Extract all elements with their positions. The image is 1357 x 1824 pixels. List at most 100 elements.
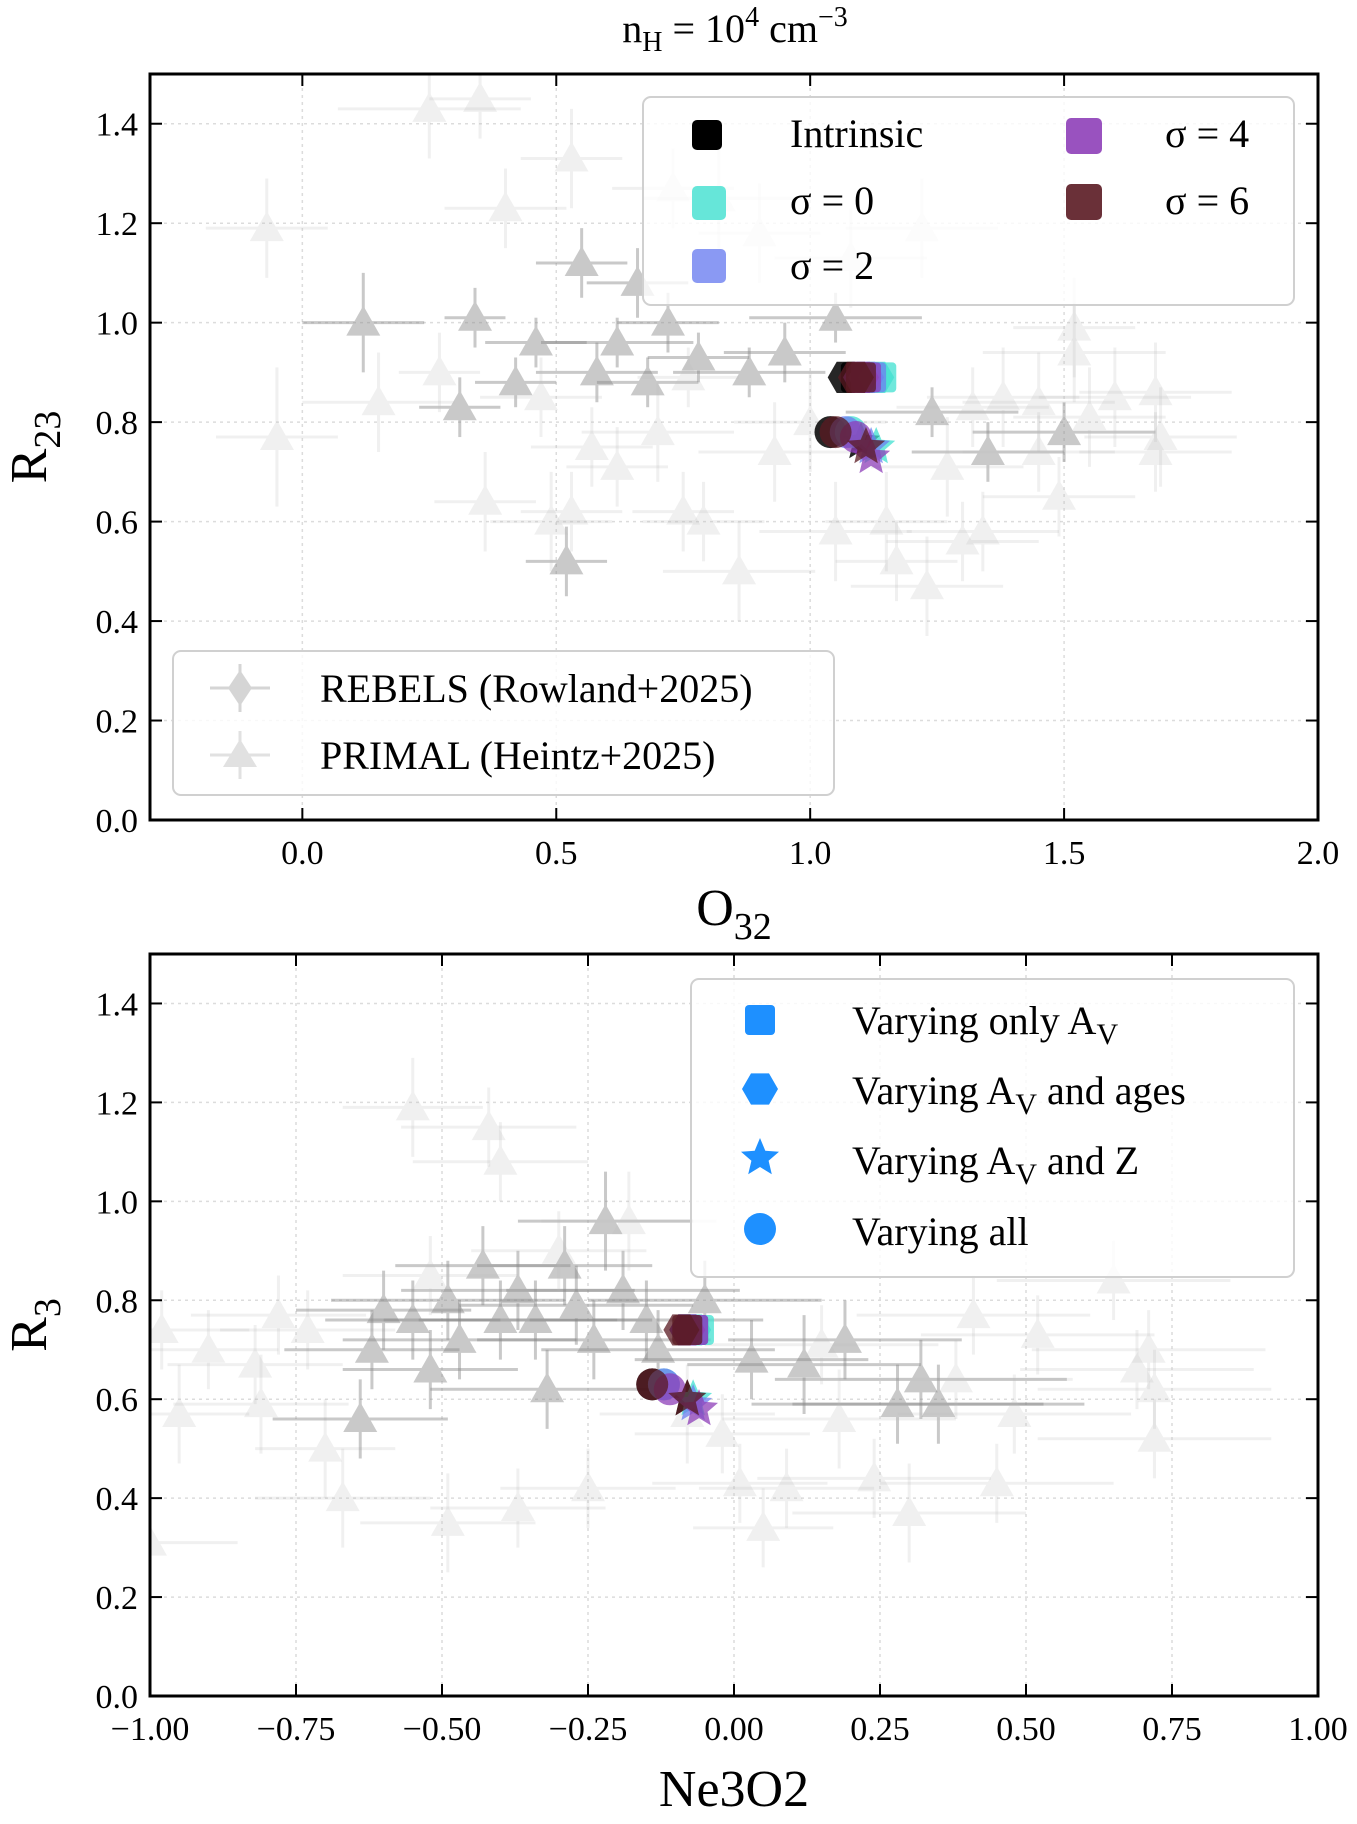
observation-point bbox=[360, 1473, 536, 1573]
star-marker bbox=[847, 427, 886, 464]
triangle-marker bbox=[465, 1248, 500, 1279]
observation-point bbox=[698, 402, 851, 502]
triangle-marker bbox=[1097, 380, 1132, 411]
y-tick-label: 0.8 bbox=[96, 405, 139, 442]
observation-point bbox=[1079, 342, 1232, 443]
triangle-marker bbox=[500, 1491, 535, 1522]
observation-point bbox=[150, 1290, 250, 1370]
triangle-marker bbox=[997, 1397, 1032, 1428]
triangle-marker bbox=[259, 420, 294, 451]
triangle-marker bbox=[600, 325, 635, 356]
observation-point bbox=[459, 1265, 694, 1345]
x-tick-label: 0.75 bbox=[1142, 1711, 1202, 1748]
triangle-marker bbox=[574, 430, 609, 460]
triangle-marker bbox=[559, 1288, 594, 1319]
y-tick-label: 1.2 bbox=[96, 1085, 139, 1122]
observation-point bbox=[190, 1275, 367, 1355]
observation-point bbox=[982, 456, 1136, 537]
legend-star-icon bbox=[741, 1138, 779, 1175]
observation-point bbox=[1038, 347, 1192, 447]
observation-point bbox=[1037, 1349, 1272, 1429]
triangle-marker bbox=[541, 1233, 576, 1264]
top-panel: nH = 104 cm−3 0.0 0.5 1.0 1.5 2.00.00.20.40.… bbox=[1, 2, 1339, 948]
triangle-marker bbox=[965, 514, 1000, 545]
observation-point bbox=[825, 471, 948, 572]
triangle-marker bbox=[576, 1322, 611, 1353]
triangle-marker bbox=[606, 1273, 641, 1304]
observation-point bbox=[581, 382, 734, 482]
triangle-marker bbox=[290, 1312, 325, 1343]
chart-title: nH = 104 cm−3 bbox=[622, 2, 847, 58]
triangle-marker bbox=[430, 1505, 465, 1536]
model-points bbox=[636, 1314, 718, 1426]
y-tick-label: 1.0 bbox=[96, 1184, 139, 1221]
observation-point bbox=[167, 1325, 343, 1405]
triangle-marker bbox=[361, 385, 396, 416]
triangle-marker bbox=[687, 1283, 722, 1314]
triangle-marker bbox=[732, 355, 767, 386]
triangle-marker bbox=[722, 554, 757, 585]
observation-point bbox=[383, 1280, 618, 1360]
observation-point bbox=[652, 1443, 828, 1523]
hexagon-marker bbox=[837, 361, 874, 393]
observation-point bbox=[1031, 1310, 1266, 1390]
observation-point bbox=[972, 402, 1156, 462]
triangle-marker bbox=[458, 300, 493, 331]
triangle-marker bbox=[498, 365, 533, 396]
legend-marker-sigma-6 bbox=[1066, 184, 1102, 220]
observation-point bbox=[774, 1339, 1067, 1419]
triangle-marker bbox=[909, 569, 944, 600]
y-axis-label: R3 bbox=[1, 1298, 69, 1352]
triangle-marker bbox=[734, 1342, 769, 1373]
x-tick-label: −0.50 bbox=[403, 1711, 482, 1748]
y-tick-label: 0.4 bbox=[96, 1481, 139, 1518]
observation-point bbox=[920, 1295, 1155, 1375]
triangle-marker bbox=[343, 1401, 378, 1432]
observation-point bbox=[284, 1310, 460, 1390]
legend-frame bbox=[690, 978, 1295, 1278]
legend-label-varying-av-z: Varying AV and Z bbox=[852, 1138, 1139, 1191]
triangle-marker bbox=[746, 1510, 781, 1541]
triangle-marker bbox=[1137, 1372, 1172, 1403]
hexagon-marker bbox=[663, 1314, 700, 1346]
observation-point bbox=[418, 1280, 653, 1360]
x-axis-label: O32 bbox=[696, 880, 772, 948]
triangle-marker bbox=[325, 1481, 360, 1512]
observation-point bbox=[342, 1235, 518, 1316]
observation-point bbox=[698, 1448, 875, 1528]
ticks: −1.00 −0.75 −0.50 −0.25 0.00 0.25 0.50 0.75 1.00… bbox=[96, 954, 1348, 1748]
observation-point bbox=[401, 1250, 635, 1330]
y-tick-label: 0.6 bbox=[96, 505, 139, 542]
observation-point bbox=[673, 347, 826, 398]
observation-point bbox=[926, 347, 1080, 447]
triangle-marker bbox=[413, 1258, 448, 1289]
triangle-marker bbox=[921, 1387, 956, 1418]
triangle-marker bbox=[150, 1312, 179, 1343]
observation-point bbox=[530, 407, 653, 487]
observation-point bbox=[173, 1354, 349, 1454]
observation-point bbox=[642, 481, 765, 562]
observation-point bbox=[255, 1399, 396, 1499]
legend-label-sigma-0: σ = 0 bbox=[790, 178, 874, 223]
observation-point bbox=[429, 74, 531, 139]
triangle-marker bbox=[483, 1144, 518, 1175]
observation-point bbox=[835, 521, 958, 602]
triangle-marker bbox=[1131, 1332, 1166, 1363]
legend-marker-intrinsic bbox=[692, 120, 722, 150]
triangle-marker bbox=[705, 1416, 740, 1447]
observation-point bbox=[342, 1057, 483, 1157]
observation-point bbox=[477, 1226, 653, 1306]
triangle-marker bbox=[945, 524, 980, 555]
triangle-marker bbox=[1137, 1421, 1172, 1452]
triangle-marker bbox=[600, 449, 635, 480]
observation-point bbox=[911, 422, 1065, 482]
observation-point bbox=[662, 521, 816, 622]
triangle-marker bbox=[938, 1362, 973, 1393]
triangle-marker bbox=[549, 544, 584, 575]
observation-point bbox=[255, 1448, 431, 1548]
observation-point bbox=[845, 387, 1019, 438]
observation-point bbox=[647, 332, 750, 383]
triangle-marker bbox=[869, 504, 904, 535]
y-tick-label: 1.2 bbox=[96, 206, 139, 243]
observation-point bbox=[1013, 367, 1166, 467]
